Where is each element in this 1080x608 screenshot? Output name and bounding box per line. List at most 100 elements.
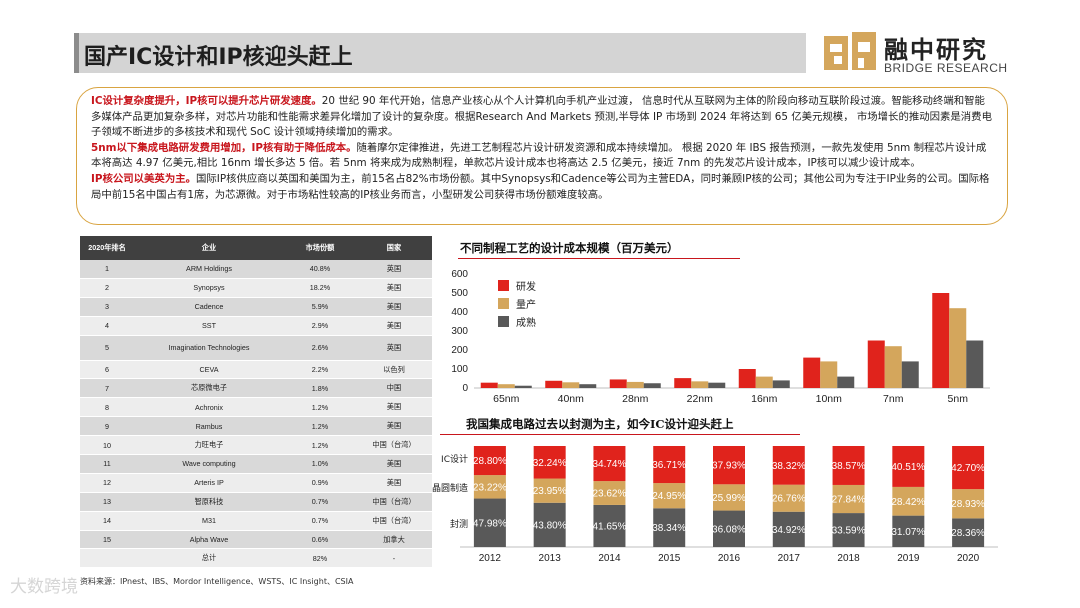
segment-封测-2015 [653, 508, 686, 547]
bar-量产-22nm [691, 381, 709, 388]
data-label: 34.92% [772, 525, 806, 536]
data-label: 38.32% [772, 461, 806, 472]
company-cell: 智原科技 [134, 492, 284, 512]
segment-封测-2019 [892, 515, 925, 547]
segment-IC设计-2016 [713, 446, 745, 485]
summary-box: IC设计复杂度提升，IP核可以提升芯片研发速度。20 世纪 90 年代开始，信息… [76, 87, 1008, 225]
company-cell: Cadence [134, 297, 284, 317]
share-cell: 1.2% [284, 397, 356, 418]
summary-paragraph-2: 5nm以下集成电路研发费用增加，IP核有助于降低成本。随着摩尔定律推进，先进工艺… [91, 141, 993, 172]
rank-cell [80, 548, 134, 569]
share-cell: 2.6% [284, 335, 356, 361]
country-cell: 中国 [356, 378, 432, 399]
table-row: 15 Alpha Wave 0.6% 加拿大 [80, 530, 432, 550]
chart2-title-underline [440, 434, 800, 435]
summary-highlight-3: IP核公司以美英为主。 [91, 172, 196, 185]
y-tick-label: 200 [451, 345, 468, 356]
bar-研发-5nm [932, 293, 950, 388]
bar-量产-10nm [820, 361, 838, 388]
segment-晶圆制造-2013 [533, 478, 566, 503]
data-label: 23.22% [473, 482, 507, 493]
table-header-country: 国家 [356, 236, 432, 260]
bar-量产-5nm [949, 308, 967, 388]
bar-量产-28nm [626, 381, 644, 388]
country-cell: 美国 [356, 397, 432, 418]
table-row: 14 M31 0.7% 中国（台湾） [80, 511, 432, 531]
rank-cell: 15 [80, 530, 134, 550]
country-cell: 美国 [356, 316, 432, 336]
share-cell: 2.2% [284, 360, 356, 380]
company-cell: Synopsys [134, 278, 284, 298]
segment-封测-2012 [473, 498, 506, 547]
data-label: 32.24% [533, 458, 567, 469]
x-tick-label: 2019 [897, 553, 920, 564]
segment-封测-2016 [713, 510, 745, 547]
data-label: 26.76% [772, 494, 806, 505]
legend-label: 研发 [516, 280, 536, 293]
segment-IC设计-2013 [533, 446, 566, 479]
segment-IC设计-2017 [772, 446, 805, 485]
data-label: 27.84% [832, 495, 866, 506]
bar-成熟-22nm [708, 382, 726, 388]
company-cell: SST [134, 316, 284, 336]
bar-研发-65nm [480, 382, 498, 388]
data-label: 47.98% [473, 518, 507, 529]
rank-cell: 5 [80, 335, 134, 361]
segment-晶圆制造-2019 [892, 486, 925, 516]
segment-封测-2020 [952, 518, 985, 547]
share-cell: 1.8% [284, 378, 356, 399]
share-cell: 5.9% [284, 297, 356, 317]
table-row: 9 Rambus 1.2% 美国 [80, 416, 432, 437]
share-cell: 82% [284, 548, 356, 569]
bar-成熟-5nm [966, 340, 984, 388]
data-label: 36.08% [712, 524, 746, 535]
bar-研发-7nm [867, 340, 885, 388]
table-row: 3 Cadence 5.9% 美国 [80, 297, 432, 317]
summary-text-2: 随着摩尔定律推进，先进工艺制程芯片设计研发资源和成本持续增加。 根据 2020 … [91, 141, 987, 170]
legend-swatch [498, 280, 509, 291]
ip-vendor-ranking-table: 2020年排名 企业 市场份额 国家 1 ARM Holdings 40.8% 英国 2… [80, 236, 432, 569]
share-cell: 2.9% [284, 316, 356, 336]
country-cell: - [356, 548, 432, 569]
x-tick-label: 65nm [493, 393, 520, 405]
table-total-row: 总计 82% - [80, 548, 432, 569]
data-label: 38.34% [652, 523, 686, 534]
y-tick-label: 300 [451, 326, 468, 337]
bar-量产-7nm [884, 346, 902, 388]
table-row: 12 Arteris IP 0.9% 美国 [80, 473, 432, 493]
table-row: 8 Achronix 1.2% 美国 [80, 397, 432, 418]
series-label: 晶圆制造 [432, 482, 468, 494]
bar-成熟-7nm [901, 361, 919, 388]
brand-logo-icon [824, 32, 876, 70]
data-label: 33.59% [832, 526, 866, 537]
country-cell: 中国（台湾） [356, 492, 432, 512]
watermark: 大数跨境 [10, 577, 78, 597]
page-title: 国产IC设计和IP核迎头赶上 [84, 45, 353, 70]
segment-晶圆制造-2014 [593, 481, 626, 505]
summary-paragraph-3: IP核公司以美英为主。国际IP核供应商以英国和美国为主，前15名占82%市场份额… [91, 172, 993, 203]
bar-量产-65nm [497, 384, 515, 388]
table-header-share: 市场份额 [284, 236, 356, 260]
country-cell: 美国 [356, 473, 432, 493]
company-cell: CEVA [134, 360, 284, 380]
segment-晶圆制造-2012 [473, 475, 506, 499]
segment-封测-2013 [533, 502, 566, 547]
design-cost-bar-chart: 0 100 200 300 400 500 600 65nm 40nm 28nm 22nm 16nm 1… [451, 269, 990, 405]
data-label: 37.93% [712, 461, 746, 472]
summary-text-1: 20 世纪 90 年代开始，信息产业核心从个人计算机向手机产业过渡， 信息时代从… [91, 95, 992, 139]
bar-量产-16nm [755, 376, 773, 388]
country-cell: 中国（台湾） [356, 435, 432, 456]
rank-cell: 2 [80, 278, 134, 298]
country-cell: 美国 [356, 416, 432, 437]
data-label: 23.62% [592, 489, 626, 500]
segment-封测-2014 [593, 504, 626, 547]
share-cell: 0.9% [284, 473, 356, 493]
rank-cell: 14 [80, 511, 134, 531]
company-cell: ARM Holdings [134, 260, 284, 279]
country-cell: 美国 [356, 278, 432, 298]
company-cell: Imagination Technologies [134, 335, 284, 361]
rank-cell: 12 [80, 473, 134, 493]
segment-晶圆制造-2020 [952, 489, 985, 519]
segment-封测-2018 [832, 513, 865, 547]
data-label: 34.74% [592, 459, 626, 470]
